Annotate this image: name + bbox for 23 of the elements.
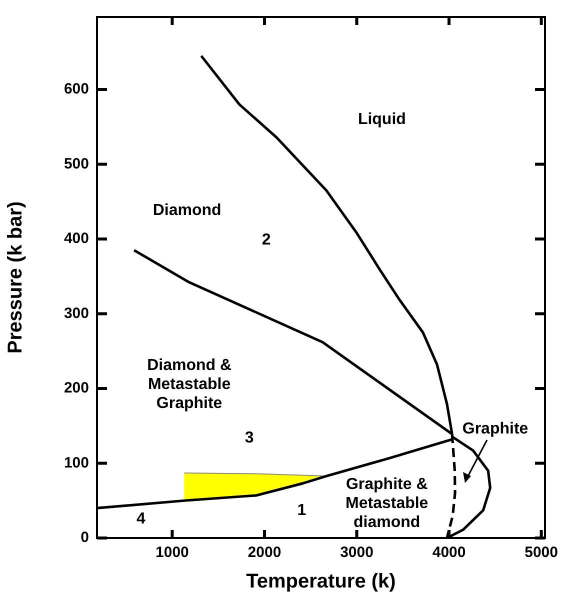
annotation: Graphite & Metastable diamond <box>346 476 428 532</box>
annotation: 3 <box>244 429 254 446</box>
annotation: 4 <box>136 510 146 528</box>
annotation: 1 <box>297 502 306 519</box>
y-tick-label: 0 <box>80 529 89 546</box>
y-tick-label: 500 <box>64 155 89 172</box>
x-tick-label: 4000 <box>432 544 466 562</box>
y-tick-label: 400 <box>64 230 89 248</box>
x-axis-title: Temperature (k) <box>246 570 396 593</box>
annotation: Diamond <box>152 202 222 220</box>
y-tick-label: 600 <box>64 80 89 98</box>
x-tick-label: 5000 <box>524 544 558 562</box>
x-tick-label: 2000 <box>248 544 282 562</box>
x-tick-label: 1000 <box>156 544 189 562</box>
annotation: Liquid <box>358 111 406 128</box>
y-tick-label: 300 <box>64 304 89 322</box>
y-tick-label: 100 <box>64 454 89 472</box>
annotation: Diamond & Metastable Graphite <box>147 357 232 412</box>
y-tick-label: 200 <box>64 380 89 397</box>
annotation: Graphite <box>462 420 528 438</box>
annotation: 2 <box>262 231 271 248</box>
y-axis-title: Pressure (k bar) <box>4 201 27 354</box>
x-tick-label: 3000 <box>340 544 374 562</box>
